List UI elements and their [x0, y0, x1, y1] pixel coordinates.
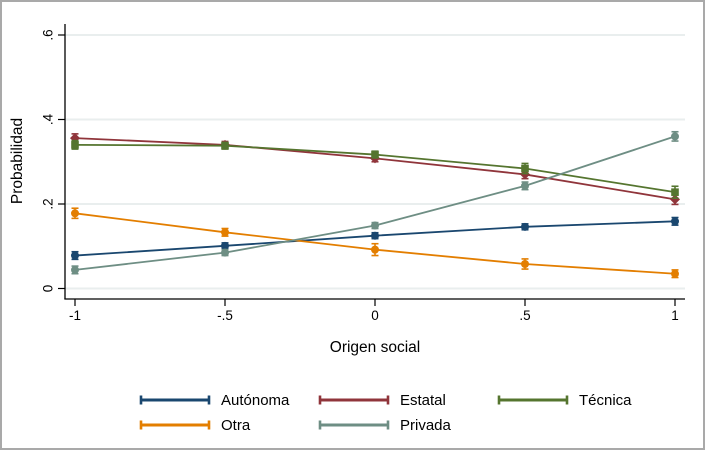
marker-autonoma	[71, 251, 79, 260]
legend-key-icon	[318, 420, 390, 430]
y-axis-title: Probabilidad	[9, 117, 26, 205]
marker-tecnica	[671, 188, 679, 196]
marker-tecnica	[521, 164, 529, 173]
legend-label: Privada	[400, 416, 451, 434]
y-tick-label: .2	[41, 198, 56, 209]
x-tick-label: 1	[671, 308, 679, 323]
x-tick-label: -.5	[217, 308, 233, 323]
marker-otra	[371, 245, 379, 254]
marker-autonoma	[521, 222, 529, 231]
y-tick-label: .6	[41, 29, 56, 40]
marker-otra	[221, 228, 229, 237]
marker-otra	[521, 259, 529, 268]
chart-legend: Autónoma Estatal Técnica Otra Privada	[138, 391, 698, 443]
marker-privada	[521, 181, 529, 190]
x-tick-label: 0	[371, 308, 379, 323]
marker-privada	[371, 221, 379, 230]
marker-tecnica	[221, 141, 229, 150]
marker-privada	[71, 265, 79, 274]
x-tick-label: -1	[69, 308, 81, 323]
marker-tecnica	[71, 141, 79, 149]
legend-label: Otra	[221, 416, 251, 434]
legend-key-icon	[139, 420, 211, 430]
x-tick-label: .5	[519, 308, 530, 323]
legend-label: Técnica	[579, 391, 632, 409]
marker-autonoma	[371, 231, 379, 240]
marker-autonoma	[221, 241, 229, 250]
legend-item-estatal: Estatal	[317, 391, 446, 409]
marker-otra	[71, 209, 79, 218]
y-tick-label: 0	[41, 285, 56, 293]
series-line-estatal	[74, 137, 676, 201]
legend-label: Estatal	[400, 391, 446, 409]
marker-estatal	[670, 194, 680, 205]
marker-tecnica	[371, 150, 379, 159]
legend-key-icon	[318, 395, 390, 405]
legend-item-otra: Otra	[138, 416, 250, 434]
marker-otra	[671, 269, 679, 278]
y-tick-label: .4	[41, 113, 56, 125]
legend-key-icon	[139, 395, 211, 405]
legend-item-tecnica: Técnica	[496, 391, 632, 409]
marker-privada	[221, 248, 229, 257]
legend-label: Autónoma	[221, 391, 290, 409]
legend-item-privada: Privada	[317, 416, 451, 434]
legend-item-autonoma: Autónoma	[138, 391, 289, 409]
marker-privada	[671, 132, 679, 141]
marker-autonoma	[671, 217, 679, 226]
legend-key-icon	[497, 395, 569, 405]
x-axis-title: Origen social	[329, 339, 421, 356]
